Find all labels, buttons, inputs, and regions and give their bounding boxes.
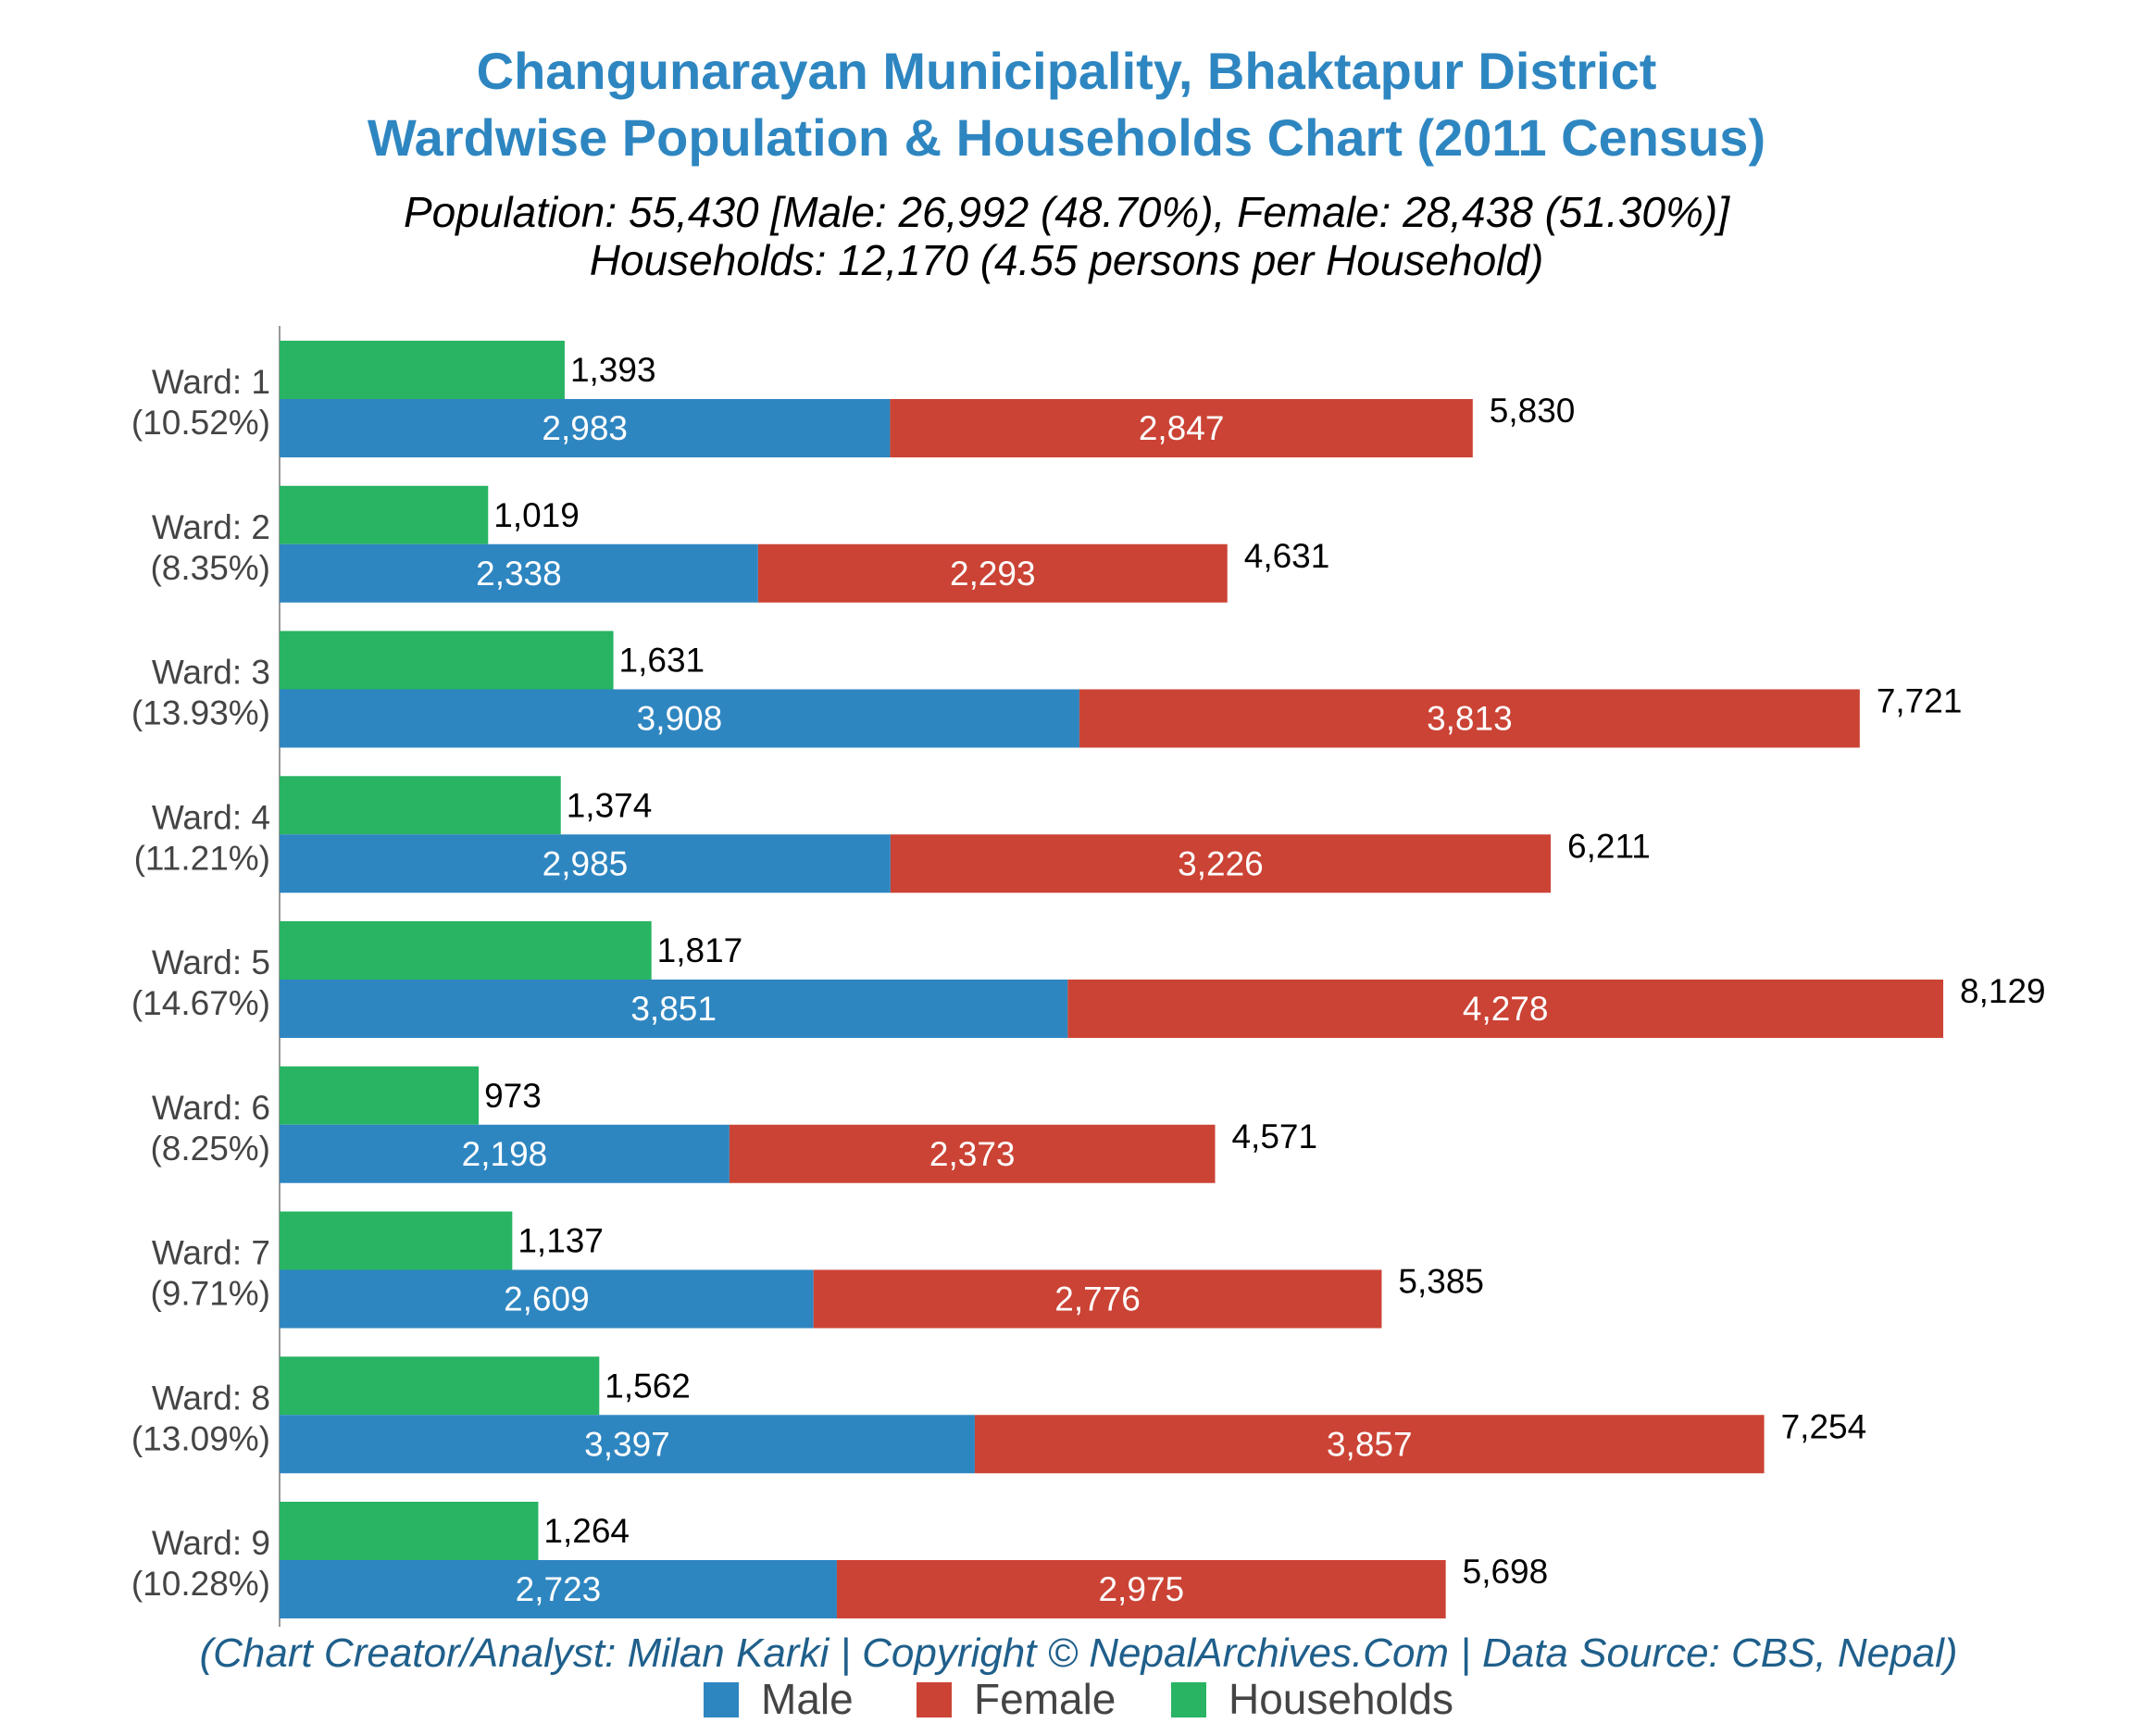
legend-label-male: Male	[761, 1675, 854, 1723]
y-tick-share-label: (14.67%)	[131, 984, 270, 1022]
total-population-label: 8,129	[1960, 972, 2046, 1010]
female-data-label: 3,226	[1178, 844, 1264, 882]
households-data-label: 1,393	[570, 351, 656, 389]
male-data-label: 2,985	[543, 844, 629, 882]
female-data-label: 3,857	[1327, 1425, 1413, 1463]
female-bar-ward-4	[890, 834, 1552, 893]
legend-swatch-female	[917, 1682, 952, 1717]
y-tick-share-label: (8.25%)	[150, 1130, 270, 1168]
chart-subtitle-line-2: Households: 12,170 (4.55 persons per Hou…	[590, 236, 1544, 284]
female-data-label: 3,813	[1427, 700, 1513, 738]
female-data-label: 2,293	[950, 555, 1036, 593]
households-data-label: 973	[484, 1077, 542, 1115]
y-tick-share-label: (11.21%)	[134, 839, 270, 877]
male-data-label: 3,397	[584, 1425, 670, 1463]
female-data-label: 4,278	[1463, 990, 1549, 1028]
total-population-label: 6,211	[1567, 827, 1651, 865]
plot-area: Ward: 1(10.52%) 1,393 2,983 2,847 5,830 Ward:…	[131, 326, 2046, 1627]
male-data-label: 2,723	[516, 1570, 602, 1608]
total-population-label: 7,721	[1877, 682, 1963, 720]
male-data-label: 3,908	[637, 700, 723, 738]
chart-footer: (Chart Creator/Analyst: Milan Karki | Co…	[199, 1630, 1957, 1676]
y-tick-share-label: (10.52%)	[131, 404, 270, 442]
male-data-label: 2,609	[504, 1280, 590, 1318]
total-population-label: 4,571	[1231, 1118, 1317, 1155]
male-data-label: 3,851	[630, 990, 717, 1028]
households-data-label: 1,817	[657, 931, 743, 969]
total-population-label: 5,698	[1463, 1553, 1549, 1591]
female-bar-ward-2	[757, 543, 1228, 603]
households-bar-ward-4	[280, 776, 561, 835]
chart-title-line-2: Wardwise Population & Households Chart (…	[368, 108, 1765, 167]
total-population-label: 4,631	[1244, 537, 1330, 575]
male-data-label: 2,983	[542, 409, 628, 447]
y-tick-share-label: (9.71%)	[150, 1275, 270, 1313]
chart-subtitle-line-1: Population: 55,430 [Male: 26,992 (48.70%…	[404, 188, 1730, 236]
female-bar-ward-9	[836, 1560, 1446, 1618]
households-data-label: 1,019	[493, 496, 580, 534]
chart-legend: Male Female Households	[704, 1675, 1453, 1723]
legend-swatch-male	[704, 1682, 739, 1717]
female-bar-ward-7	[813, 1269, 1382, 1329]
male-bar-ward-4	[280, 834, 891, 893]
y-tick-label: Ward: 3	[152, 654, 270, 692]
y-tick-share-label: (13.09%)	[131, 1419, 270, 1457]
y-tick-label: Ward: 2	[152, 508, 270, 546]
female-data-label: 2,975	[1098, 1570, 1184, 1608]
households-data-label: 1,264	[543, 1512, 630, 1550]
male-bar-ward-5	[280, 980, 1068, 1038]
male-bar-ward-2	[280, 543, 758, 603]
households-bar-ward-2	[280, 485, 489, 544]
female-data-label: 2,776	[1054, 1280, 1141, 1318]
legend-label-female: Female	[974, 1675, 1116, 1723]
y-tick-share-label: (8.35%)	[150, 549, 270, 587]
chart-subtitle: Population: 55,430 [Male: 26,992 (48.70%…	[404, 188, 1730, 284]
households-data-label: 1,562	[605, 1367, 691, 1405]
male-bar-ward-7	[280, 1269, 814, 1329]
households-bar-ward-3	[280, 631, 614, 690]
y-tick-label: Ward: 6	[152, 1089, 270, 1127]
female-bar-ward-1	[890, 399, 1473, 457]
total-population-label: 7,254	[1781, 1407, 1867, 1445]
y-tick-label: Ward: 8	[152, 1379, 270, 1417]
total-population-label: 5,830	[1490, 392, 1576, 430]
households-data-label: 1,137	[518, 1222, 604, 1260]
households-bar-ward-7	[280, 1211, 513, 1270]
households-bar-ward-9	[280, 1502, 539, 1560]
legend-swatch-households	[1171, 1682, 1206, 1717]
male-data-label: 2,338	[476, 555, 562, 593]
male-bar-ward-3	[280, 689, 1079, 748]
chart-title-line-1: Changunarayan Municipality, Bhaktapur Di…	[477, 42, 1657, 100]
y-tick-label: Ward: 7	[152, 1234, 270, 1272]
y-tick-label: Ward: 9	[152, 1524, 270, 1562]
y-tick-share-label: (13.93%)	[131, 694, 270, 732]
female-bar-ward-5	[1067, 980, 1944, 1038]
households-bar-ward-5	[280, 921, 652, 980]
households-bar-ward-1	[280, 341, 565, 399]
y-tick-label: Ward: 1	[152, 363, 270, 401]
households-bar-ward-8	[280, 1356, 600, 1416]
female-bar-ward-3	[1079, 689, 1860, 748]
male-data-label: 2,198	[462, 1135, 548, 1173]
female-bar-ward-8	[974, 1415, 1765, 1474]
total-population-label: 5,385	[1398, 1263, 1484, 1301]
male-bar-ward-8	[280, 1415, 975, 1474]
households-data-label: 1,374	[567, 786, 653, 824]
y-tick-label: Ward: 5	[152, 943, 270, 981]
y-tick-label: Ward: 4	[152, 798, 270, 836]
male-bar-ward-1	[280, 399, 891, 457]
households-bar-ward-6	[280, 1066, 480, 1125]
male-bar-ward-9	[280, 1560, 837, 1618]
households-data-label: 1,631	[619, 642, 705, 680]
y-tick-share-label: (10.28%)	[131, 1565, 270, 1603]
female-data-label: 2,847	[1139, 409, 1225, 447]
female-data-label: 2,373	[929, 1135, 1016, 1173]
legend-label-households: Households	[1229, 1675, 1453, 1723]
male-bar-ward-6	[280, 1124, 730, 1183]
female-bar-ward-6	[729, 1124, 1216, 1183]
chart-title: Changunarayan Municipality, Bhaktapur Di…	[368, 42, 1765, 167]
